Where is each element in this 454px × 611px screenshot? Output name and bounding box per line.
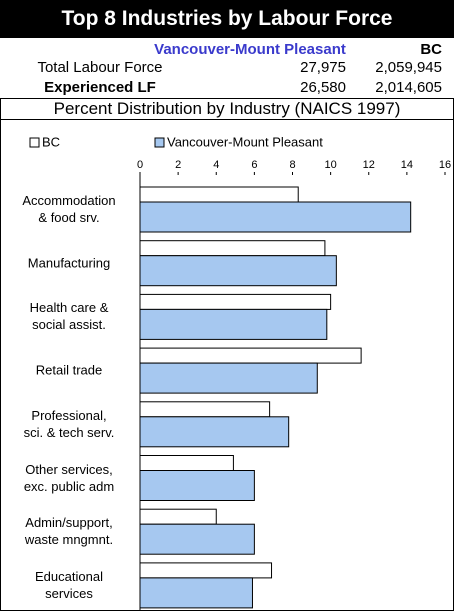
x-tick-label: 0 [137, 159, 143, 171]
category-label: Admin/support, waste mngmnt. [24, 515, 114, 548]
legend-swatch [154, 137, 165, 148]
category-label: Retail trade [35, 362, 103, 378]
category-label: Educational services [35, 568, 103, 601]
cell: 2,014,605 [375, 79, 442, 96]
x-tick-label: 4 [213, 159, 219, 171]
column-header: BC [420, 41, 442, 58]
bar [139, 347, 362, 364]
category-label: Accommodation & food srv. [22, 193, 116, 225]
category-label: Professional, sci. & tech serv. [23, 407, 115, 440]
x-tick-label: 8 [289, 159, 295, 171]
legend-label: Vancouver-Mount Pleasant [167, 134, 323, 149]
bar [139, 523, 255, 555]
x-tick-label: 12 [363, 159, 375, 171]
bar [139, 308, 328, 340]
x-tick-label: 14 [401, 159, 413, 171]
x-tick-label: 16 [439, 159, 451, 171]
cell: 26,580 [300, 79, 346, 96]
bar [139, 401, 271, 418]
bar [139, 362, 318, 394]
bar [139, 508, 217, 525]
category-label: Health care & social assist. [29, 300, 109, 333]
bar [139, 186, 299, 203]
legend-label: BC [42, 134, 60, 149]
legend-swatch [29, 137, 40, 148]
bar [139, 577, 253, 609]
cell: 27,975 [300, 59, 346, 76]
row-label: Total Labour Force [37, 59, 163, 76]
x-tick-label: 10 [325, 159, 337, 171]
bar [139, 201, 412, 233]
title: Top 8 Industries by Labour Force [0, 0, 454, 38]
cell: 2,059,945 [375, 59, 442, 76]
bar [139, 293, 332, 310]
x-tick-label: 6 [251, 159, 257, 171]
category-label: Other services, exc. public adm [23, 461, 115, 494]
bar [139, 416, 290, 448]
row-label: Experienced LF [44, 79, 156, 96]
bar [139, 562, 273, 579]
bar [139, 240, 326, 257]
bar [139, 255, 337, 287]
column-header: Vancouver-Mount Pleasant [154, 41, 346, 58]
bar [139, 455, 234, 471]
category-label: Manufacturing [27, 255, 111, 271]
bar [139, 470, 255, 501]
x-tick-label: 2 [175, 159, 181, 171]
